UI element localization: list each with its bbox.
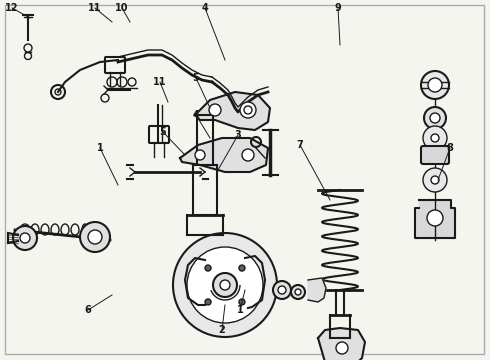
Polygon shape bbox=[180, 138, 268, 172]
Text: 3: 3 bbox=[235, 130, 242, 140]
Text: 1: 1 bbox=[237, 305, 244, 315]
Text: 11: 11 bbox=[88, 3, 102, 13]
Text: 12: 12 bbox=[5, 3, 19, 13]
Circle shape bbox=[88, 230, 102, 244]
Circle shape bbox=[195, 150, 205, 160]
Text: 4: 4 bbox=[193, 110, 199, 120]
Text: 11: 11 bbox=[153, 77, 167, 87]
Polygon shape bbox=[415, 200, 455, 238]
Circle shape bbox=[20, 233, 30, 243]
Circle shape bbox=[278, 286, 286, 294]
Polygon shape bbox=[195, 92, 270, 130]
Circle shape bbox=[421, 71, 449, 99]
Circle shape bbox=[213, 273, 237, 297]
Text: 5: 5 bbox=[160, 127, 167, 137]
Circle shape bbox=[240, 102, 256, 118]
Circle shape bbox=[220, 280, 230, 290]
Text: 5: 5 bbox=[193, 73, 199, 83]
Circle shape bbox=[336, 342, 348, 354]
Circle shape bbox=[295, 289, 301, 295]
Polygon shape bbox=[318, 328, 365, 360]
Circle shape bbox=[430, 113, 440, 123]
Text: 7: 7 bbox=[296, 140, 303, 150]
Text: 1: 1 bbox=[97, 143, 103, 153]
Circle shape bbox=[187, 247, 263, 323]
Text: 6: 6 bbox=[85, 305, 91, 315]
Circle shape bbox=[427, 210, 443, 226]
Circle shape bbox=[423, 126, 447, 150]
Circle shape bbox=[173, 233, 277, 337]
Text: 8: 8 bbox=[446, 143, 453, 153]
FancyBboxPatch shape bbox=[421, 146, 449, 164]
Circle shape bbox=[291, 285, 305, 299]
Circle shape bbox=[424, 107, 446, 129]
Circle shape bbox=[431, 134, 439, 142]
Polygon shape bbox=[308, 278, 326, 302]
Circle shape bbox=[80, 222, 110, 252]
Circle shape bbox=[431, 176, 439, 184]
Circle shape bbox=[209, 104, 221, 116]
Circle shape bbox=[239, 265, 245, 271]
Text: 10: 10 bbox=[115, 3, 129, 13]
Text: 2: 2 bbox=[219, 325, 225, 335]
Circle shape bbox=[13, 226, 37, 250]
Circle shape bbox=[242, 149, 254, 161]
Circle shape bbox=[205, 265, 211, 271]
Circle shape bbox=[273, 281, 291, 299]
Text: 9: 9 bbox=[335, 3, 342, 13]
Text: 4: 4 bbox=[201, 3, 208, 13]
Circle shape bbox=[428, 78, 442, 92]
Circle shape bbox=[239, 299, 245, 305]
Circle shape bbox=[205, 299, 211, 305]
Circle shape bbox=[423, 168, 447, 192]
